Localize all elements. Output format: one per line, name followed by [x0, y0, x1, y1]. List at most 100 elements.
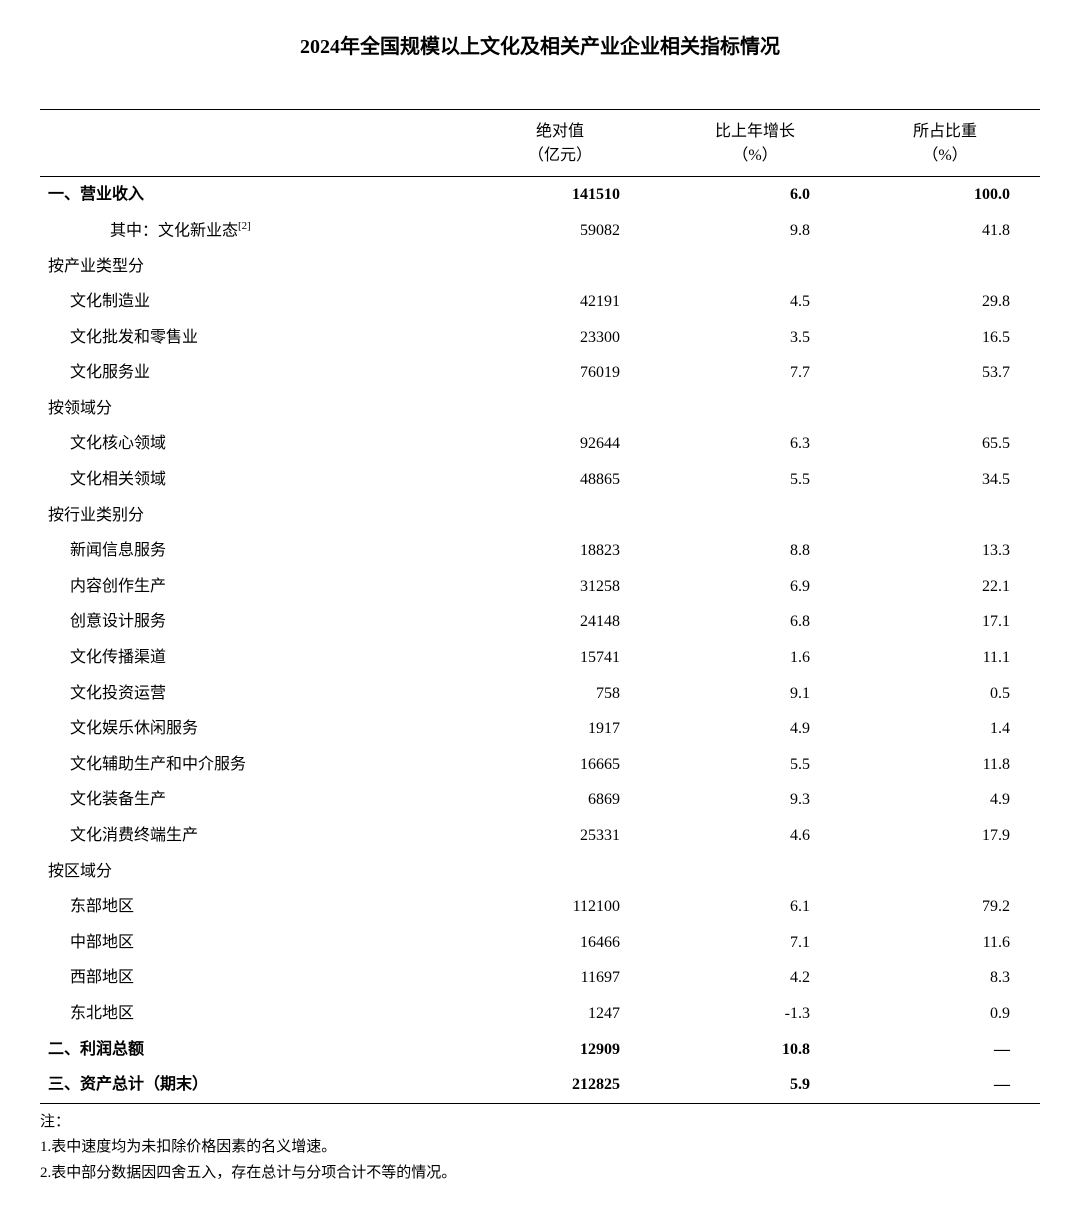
notes-header: 注：: [40, 1110, 1040, 1136]
row-value: 16665: [460, 747, 660, 783]
row-share: 100.0: [850, 177, 1040, 213]
row-growth: 3.5: [660, 320, 850, 356]
table-row: 新闻信息服务188238.813.3: [40, 533, 1040, 569]
th-share: 所占比重 （%）: [850, 110, 1040, 177]
row-share: [850, 391, 1040, 427]
row-growth: [660, 498, 850, 534]
table-row: 文化制造业421914.529.8: [40, 284, 1040, 320]
table-row: 文化消费终端生产253314.617.9: [40, 818, 1040, 854]
row-growth: 5.9: [660, 1067, 850, 1103]
th-growth: 比上年增长 （%）: [660, 110, 850, 177]
row-label: 一、营业收入: [40, 177, 460, 213]
row-growth: 9.1: [660, 676, 850, 712]
row-growth: [660, 854, 850, 890]
row-growth: 1.6: [660, 640, 850, 676]
table-row: 文化核心领域926446.365.5: [40, 426, 1040, 462]
table-row: 二、利润总额1290910.8—: [40, 1032, 1040, 1068]
table-row: 东部地区1121006.179.2: [40, 889, 1040, 925]
table-row: 文化服务业760197.753.7: [40, 355, 1040, 391]
row-label: 东北地区: [40, 996, 460, 1032]
row-share: 11.1: [850, 640, 1040, 676]
row-label-sup: [2]: [238, 220, 251, 232]
row-value: 25331: [460, 818, 660, 854]
table-row: 文化传播渠道157411.611.1: [40, 640, 1040, 676]
row-growth: 7.1: [660, 925, 850, 961]
row-label: 文化传播渠道: [40, 640, 460, 676]
row-label: 文化相关领域: [40, 462, 460, 498]
row-label: 西部地区: [40, 960, 460, 996]
row-value: 12909: [460, 1032, 660, 1068]
row-share: 0.5: [850, 676, 1040, 712]
table-body: 一、营业收入1415106.0100.0其中：文化新业态[2]590829.84…: [40, 177, 1040, 1104]
row-growth: -1.3: [660, 996, 850, 1032]
table-row: 文化娱乐休闲服务19174.91.4: [40, 711, 1040, 747]
row-share: —: [850, 1032, 1040, 1068]
row-value: [460, 498, 660, 534]
row-growth: 4.2: [660, 960, 850, 996]
row-share: 29.8: [850, 284, 1040, 320]
th-value-l1: 绝对值: [536, 123, 584, 140]
row-value: 24148: [460, 604, 660, 640]
th-share-l1: 所占比重: [913, 123, 977, 140]
row-value: 758: [460, 676, 660, 712]
row-label: 文化批发和零售业: [40, 320, 460, 356]
row-label: 文化制造业: [40, 284, 460, 320]
table-row: 按领域分: [40, 391, 1040, 427]
table-row: 东北地区1247-1.30.9: [40, 996, 1040, 1032]
row-value: 11697: [460, 960, 660, 996]
row-share: 79.2: [850, 889, 1040, 925]
table-row: 创意设计服务241486.817.1: [40, 604, 1040, 640]
row-label: 内容创作生产: [40, 569, 460, 605]
row-value: 15741: [460, 640, 660, 676]
table-header-row: 绝对值 （亿元） 比上年增长 （%） 所占比重 （%）: [40, 110, 1040, 177]
row-growth: 6.1: [660, 889, 850, 925]
notes-block: 注： 1.表中速度均为未扣除价格因素的名义增速。 2.表中部分数据因四舍五入，存…: [40, 1110, 1040, 1187]
row-growth: 6.0: [660, 177, 850, 213]
row-growth: 6.9: [660, 569, 850, 605]
row-label: 文化装备生产: [40, 782, 460, 818]
note-1: 1.表中速度均为未扣除价格因素的名义增速。: [40, 1135, 1040, 1161]
row-label: 按区域分: [40, 854, 460, 890]
table-row: 按区域分: [40, 854, 1040, 890]
row-value: 76019: [460, 355, 660, 391]
th-growth-l2: （%）: [732, 147, 777, 164]
row-share: 1.4: [850, 711, 1040, 747]
table-row: 其中：文化新业态[2]590829.841.8: [40, 213, 1040, 249]
row-label: 按行业类别分: [40, 498, 460, 534]
row-growth: 4.5: [660, 284, 850, 320]
table-row: 文化批发和零售业233003.516.5: [40, 320, 1040, 356]
table-row: 按行业类别分: [40, 498, 1040, 534]
row-share: 4.9: [850, 782, 1040, 818]
row-value: [460, 854, 660, 890]
row-growth: 5.5: [660, 747, 850, 783]
row-share: 22.1: [850, 569, 1040, 605]
table-row: 文化投资运营7589.10.5: [40, 676, 1040, 712]
page-title: 2024年全国规模以上文化及相关产业企业相关指标情况: [40, 30, 1040, 59]
th-value-l2: （亿元）: [528, 147, 592, 164]
row-growth: 9.8: [660, 213, 850, 249]
th-share-l2: （%）: [922, 147, 967, 164]
row-value: 1247: [460, 996, 660, 1032]
table-row: 文化辅助生产和中介服务166655.511.8: [40, 747, 1040, 783]
row-value: [460, 391, 660, 427]
row-share: [850, 249, 1040, 285]
row-growth: 6.3: [660, 426, 850, 462]
row-label: 东部地区: [40, 889, 460, 925]
row-share: 11.6: [850, 925, 1040, 961]
th-name: [40, 110, 460, 177]
row-label: 中部地区: [40, 925, 460, 961]
row-label: 文化消费终端生产: [40, 818, 460, 854]
row-growth: [660, 249, 850, 285]
row-growth: 8.8: [660, 533, 850, 569]
row-share: 16.5: [850, 320, 1040, 356]
row-growth: 4.9: [660, 711, 850, 747]
data-table: 绝对值 （亿元） 比上年增长 （%） 所占比重 （%） 一、营业收入141510…: [40, 109, 1040, 1104]
row-label: 文化核心领域: [40, 426, 460, 462]
row-value: 92644: [460, 426, 660, 462]
row-label: 文化服务业: [40, 355, 460, 391]
row-label: 新闻信息服务: [40, 533, 460, 569]
row-value: 141510: [460, 177, 660, 213]
table-row: 西部地区116974.28.3: [40, 960, 1040, 996]
row-value: 18823: [460, 533, 660, 569]
row-label: 文化娱乐休闲服务: [40, 711, 460, 747]
